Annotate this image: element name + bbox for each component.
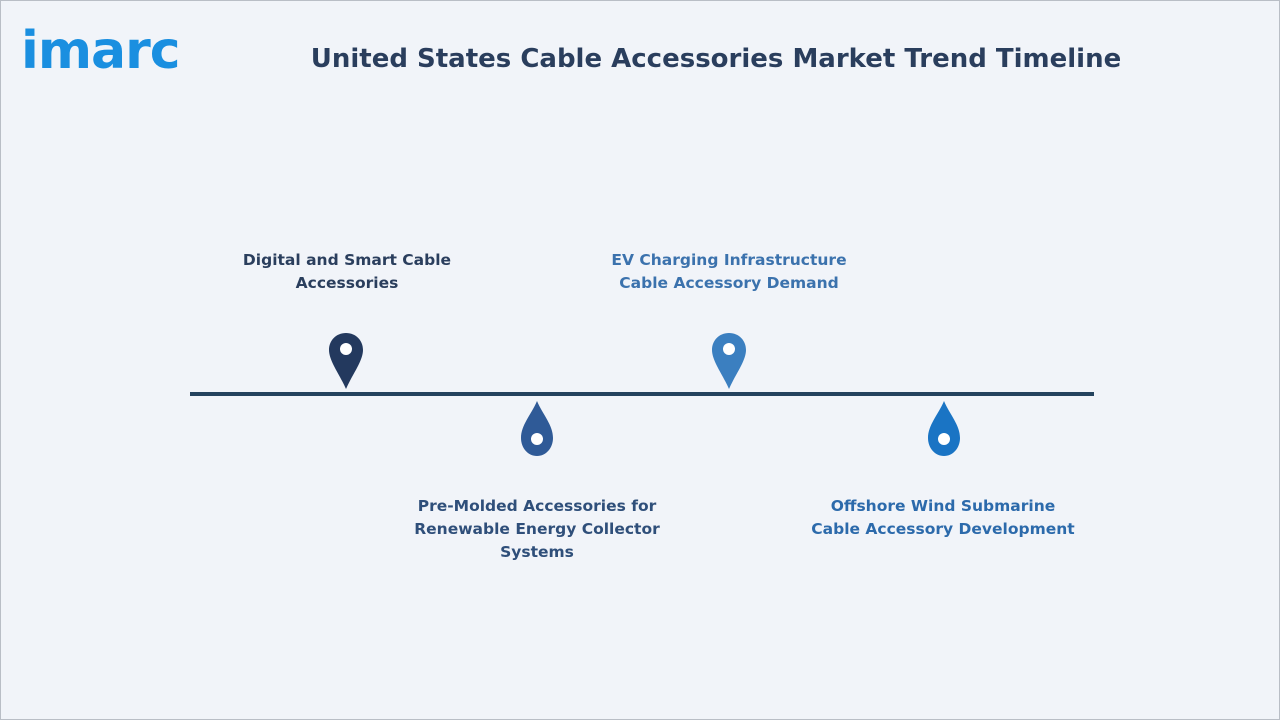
location-pin-icon [329, 333, 363, 389]
droplet-pin-icon [521, 401, 553, 456]
milestone-label-line2: Cable Accessory Demand [619, 274, 839, 292]
location-pin-icon [712, 333, 746, 389]
droplet-pin-icon [928, 401, 960, 456]
logo-text: imarc [21, 21, 181, 81]
milestone-label-pre-molded: Pre-Molded Accessories for Renewable Ene… [387, 495, 687, 564]
milestone-label-line2: Accessories [295, 274, 399, 292]
timeline-axis [190, 392, 1094, 396]
milestone-label-line1: Pre-Molded Accessories for [417, 497, 657, 515]
milestone-label-line2: Cable Accessory Development [811, 520, 1075, 538]
milestone-label-digital-smart: Digital and Smart Cable Accessories [197, 249, 497, 295]
imarc-logo: imarc [21, 13, 211, 83]
page-title: United States Cable Accessories Market T… [310, 44, 1122, 74]
milestone-label-offshore-wind: Offshore Wind Submarine Cable Accessory … [793, 495, 1093, 541]
milestone-label-line1: EV Charging Infrastructure [611, 251, 847, 269]
milestone-label-ev-charging: EV Charging Infrastructure Cable Accesso… [579, 249, 879, 295]
milestone-label-line2: Renewable Energy Collector Systems [414, 520, 660, 561]
milestone-label-line1: Offshore Wind Submarine [830, 497, 1056, 515]
milestone-label-line1: Digital and Smart Cable [242, 251, 452, 269]
